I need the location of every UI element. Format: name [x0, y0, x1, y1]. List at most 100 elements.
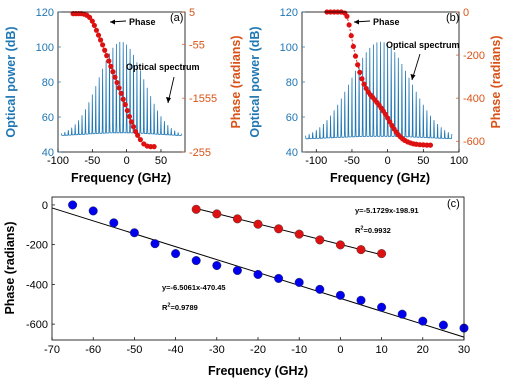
- spectrum-arrowhead-b: [410, 74, 416, 80]
- point-red: [294, 229, 304, 239]
- phase-point-a: [102, 47, 108, 53]
- y-tick-label-left-a: 80: [42, 77, 54, 89]
- phase-series-b: [324, 9, 434, 148]
- point-blue: [171, 249, 181, 259]
- y-tick-label-right-b: 0: [463, 7, 469, 19]
- phase-point-a: [122, 102, 128, 108]
- phase-point-a: [126, 113, 132, 120]
- x-ticks-c: -70 -60 -50 -40 -30 -20 -10 0 10 20 30: [44, 337, 470, 356]
- spectrum-annotation-b: Optical spectrum: [386, 40, 460, 50]
- phase-annotation-a: Phase: [129, 17, 156, 27]
- x-tick-label-c: -40: [168, 344, 184, 356]
- y-tick-label-left-a: 40: [42, 147, 54, 159]
- point-blue: [212, 261, 222, 271]
- point-blue: [274, 273, 284, 283]
- scatter-points-c: [68, 200, 469, 333]
- phase-point-a: [100, 42, 106, 48]
- point-blue: [109, 218, 119, 228]
- chart-panel-b: -100 -50 0 50 100 40 60 80 100 120 0 -200 -400 -600…: [248, 7, 503, 185]
- y-tick-label-left-b: 100: [280, 42, 298, 54]
- phase-point-a: [124, 107, 130, 114]
- point-red: [315, 235, 325, 245]
- y-tick-label-right-a: -255: [189, 147, 211, 159]
- point-blue: [438, 320, 448, 330]
- x-tick-label-a: -50: [84, 155, 100, 167]
- phase-point-a: [108, 63, 114, 69]
- y-tick-label-right-b: -600: [463, 136, 485, 148]
- chart-panel-a: -100 -50 0 50 40 60 80 100 120 5 -55 -1555 -255 (a…: [4, 7, 243, 185]
- panel-label-a: (a): [170, 12, 183, 24]
- point-red: [274, 224, 284, 234]
- phase-point-a: [120, 96, 126, 102]
- plot-frame-a: [57, 11, 186, 153]
- y-tick-label-right-b: -400: [463, 93, 485, 105]
- x-tick-label-a: 50: [155, 155, 167, 167]
- point-blue: [335, 290, 345, 300]
- panel-label-b: (b): [446, 12, 459, 24]
- x-tick-label-c: 10: [375, 344, 387, 356]
- y-tick-label-c: -400: [26, 279, 48, 291]
- x-tick-label-b: 0: [385, 155, 391, 167]
- spectrum-line-b: [305, 41, 453, 140]
- phase-point-a: [110, 69, 116, 75]
- phase-point-a: [151, 144, 157, 150]
- fit-r2-blue: R2=0.9789: [162, 303, 198, 313]
- spectrum-arrowhead-a: [166, 97, 171, 103]
- x-axis-label-c: Frequency (GHz): [208, 364, 308, 378]
- y-tick-label-c: -200: [26, 240, 48, 252]
- point-red: [253, 219, 263, 229]
- phase-point-a: [116, 85, 122, 91]
- point-blue: [191, 256, 201, 266]
- y-tick-label-c: 0: [42, 200, 48, 212]
- point-red: [232, 214, 242, 224]
- phase-annotation-b: Phase: [373, 17, 400, 27]
- x-ticks-a: -100 -50 0 50: [47, 149, 167, 167]
- x-axis-label-b: Frequency (GHz): [330, 171, 430, 185]
- x-tick-label-c: -20: [250, 344, 266, 356]
- chart-panel-c: -70 -60 -50 -40 -30 -20 -10 0 10 20 30 0 -200 -400 -6…: [3, 196, 470, 378]
- phase-point-b: [361, 81, 367, 87]
- x-tick-label-c: -10: [291, 344, 307, 356]
- y-axis-label-right-a: Phase (radians): [229, 35, 243, 128]
- x-axis-label-a: Frequency (GHz): [71, 171, 171, 185]
- point-blue: [294, 277, 304, 287]
- y-axis-label-left-b: Optical power (dB): [248, 26, 262, 137]
- phase-point-b: [344, 13, 350, 19]
- fit-r2-red: R2=0.9932: [355, 226, 391, 236]
- point-blue: [68, 200, 78, 210]
- x-tick-label-b: -100: [305, 155, 327, 167]
- x-tick-label-c: -60: [85, 344, 101, 356]
- point-blue: [315, 284, 325, 294]
- phase-point-a: [130, 124, 137, 130]
- x-tick-label-c: 0: [337, 344, 343, 356]
- phase-point-b: [357, 69, 363, 75]
- y-axis-label-right-b: Phase (radians): [489, 35, 503, 128]
- phase-point-b: [346, 22, 352, 28]
- y-tick-label-left-a: 100: [36, 42, 54, 54]
- point-red: [191, 204, 201, 214]
- phase-point-b: [359, 76, 365, 82]
- point-red: [377, 249, 387, 259]
- y-tick-label-left-b: 120: [280, 7, 298, 19]
- y-tick-label-c: -600: [26, 319, 48, 331]
- point-red: [335, 240, 345, 250]
- point-blue: [150, 239, 160, 249]
- y-ticks-c: 0 -200 -400 -600: [26, 200, 55, 331]
- point-red: [212, 209, 222, 219]
- x-tick-label-b: 100: [450, 155, 468, 167]
- y-tick-label-left-b: 40: [286, 147, 298, 159]
- fit-equation-blue: y=-6.5061x-470.45: [162, 283, 226, 292]
- fit-line-0: [196, 208, 382, 256]
- phase-point-b: [424, 142, 430, 148]
- y-tick-label-left-a: 120: [36, 7, 54, 19]
- y-tick-label-left-b: 60: [286, 112, 298, 124]
- phase-line-b: [327, 11, 431, 146]
- phase-point-a: [114, 79, 120, 86]
- point-blue: [253, 269, 263, 279]
- x-tick-label-b: -50: [344, 155, 360, 167]
- x-tick-label-c: 30: [458, 344, 470, 356]
- point-blue: [418, 316, 428, 326]
- y-ticks-left-a: 40 60 80 100 120: [36, 7, 61, 159]
- optical-spectrum-a: [61, 41, 182, 136]
